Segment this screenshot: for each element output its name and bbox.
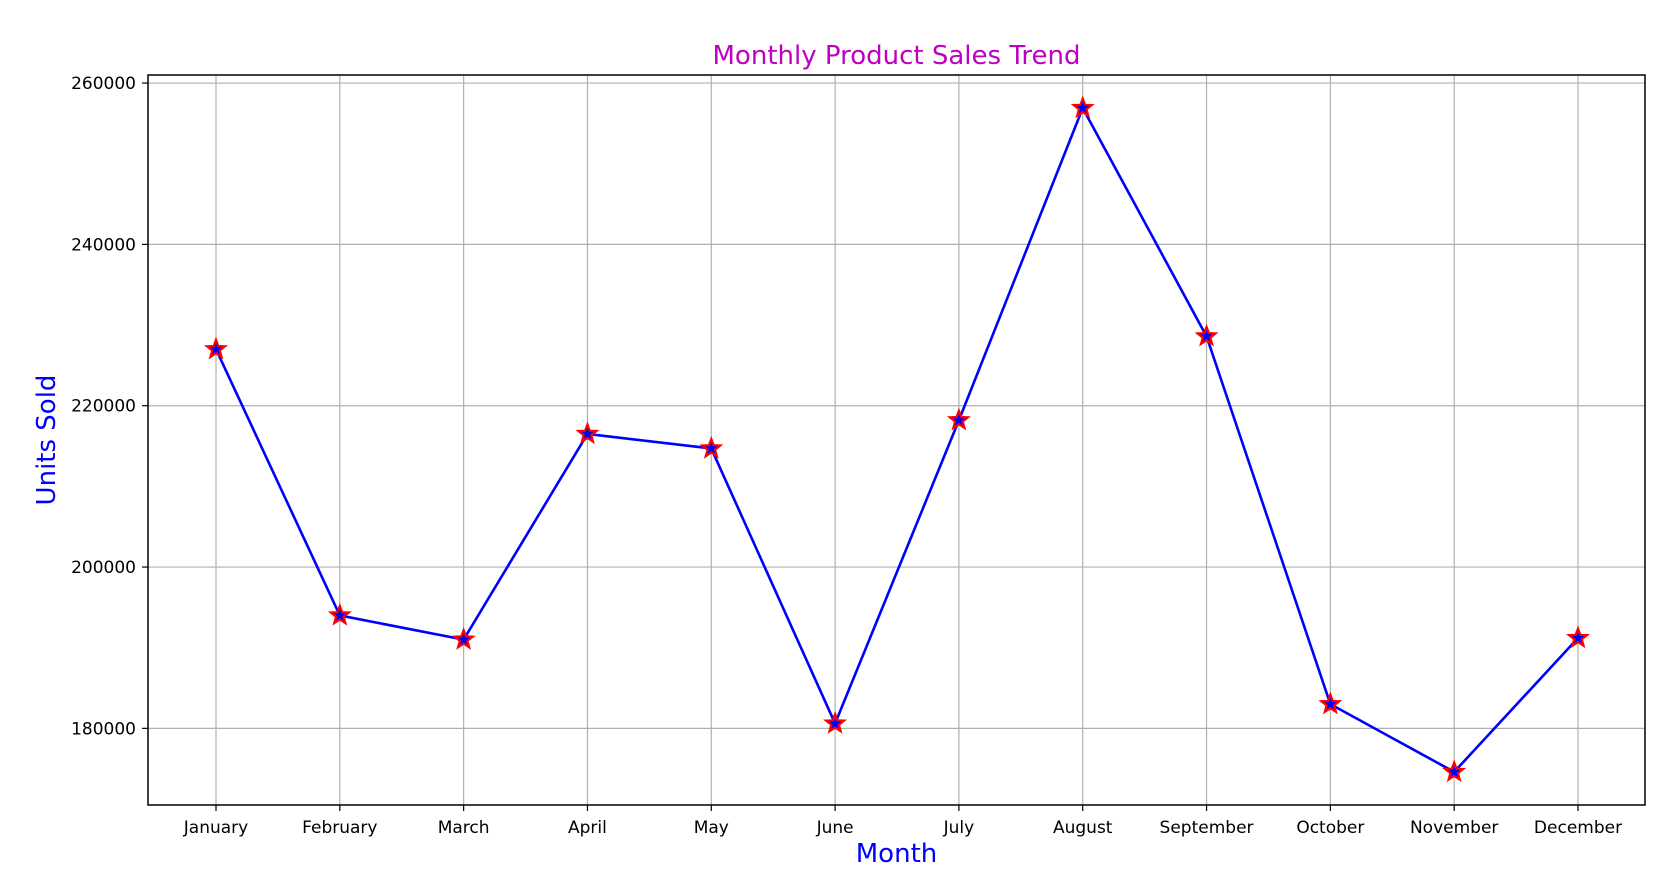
data-point-star-marker: [1070, 95, 1095, 119]
y-axis-label: Units Sold: [32, 375, 62, 506]
grid: [148, 75, 1645, 805]
x-tick-label: January: [183, 818, 248, 838]
data-point-star-marker: [1442, 759, 1467, 783]
x-tick-label: November: [1410, 818, 1498, 838]
chart-title: Monthly Product Sales Trend: [713, 41, 1081, 71]
data-point-star-marker: [327, 602, 352, 626]
plot-frame: [147, 74, 1646, 806]
x-tick-label: May: [694, 818, 729, 838]
data-point-star-marker: [203, 336, 229, 360]
x-tick-label: February: [302, 818, 377, 838]
series-line: [214, 106, 1579, 774]
x-tick-label: June: [816, 818, 854, 838]
data-point-star-marker: [1194, 323, 1219, 347]
y-tick-label: 220000: [71, 397, 136, 417]
data-point-star-marker: [699, 435, 724, 459]
axis-ticks: [142, 82, 1579, 811]
y-tick-label: 200000: [71, 558, 136, 578]
x-tick-label: October: [1296, 818, 1364, 838]
series-markers: [203, 95, 1591, 783]
data-point-star-marker: [451, 627, 476, 650]
data-point-star-marker: [1565, 625, 1591, 649]
x-axis-label: Month: [856, 839, 938, 869]
y-tick-label: 260000: [71, 74, 136, 94]
x-tick-label: September: [1160, 818, 1254, 838]
x-tick-label: April: [568, 818, 607, 838]
x-tick-label: December: [1534, 818, 1622, 838]
tick-labels: January February March April May June July Augu…: [71, 74, 1622, 838]
data-point-star-marker: [575, 421, 600, 445]
x-tick-label: July: [943, 818, 975, 838]
y-tick-label: 180000: [71, 719, 136, 739]
data-point-star-marker: [1318, 691, 1343, 715]
data-point-star-marker: [946, 407, 971, 431]
series-line: [214, 106, 1579, 774]
x-tick-label: August: [1053, 818, 1113, 838]
y-tick-label: 240000: [71, 235, 136, 255]
x-tick-label: March: [438, 818, 490, 838]
data-point-star-marker: [823, 710, 848, 734]
